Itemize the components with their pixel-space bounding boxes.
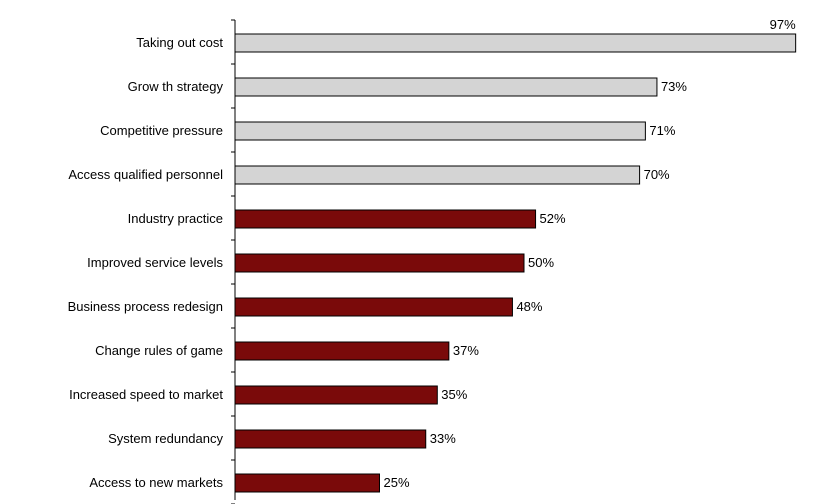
value-label: 35% bbox=[441, 387, 467, 402]
value-label: 50% bbox=[528, 255, 554, 270]
bars-group bbox=[234, 33, 797, 493]
value-label: 33% bbox=[430, 431, 456, 446]
value-label: 37% bbox=[453, 343, 479, 358]
value-label: 71% bbox=[649, 123, 675, 138]
value-label: 73% bbox=[661, 79, 687, 94]
bar bbox=[234, 165, 641, 185]
category-label: Competitive pressure bbox=[100, 123, 223, 138]
value-label: 52% bbox=[540, 211, 566, 226]
category-label: Change rules of game bbox=[95, 343, 223, 358]
category-label: Industry practice bbox=[128, 211, 223, 226]
bar bbox=[234, 121, 646, 141]
bar bbox=[234, 341, 450, 361]
category-label: Taking out cost bbox=[136, 35, 223, 50]
bar bbox=[234, 473, 380, 493]
category-label: Access to new markets bbox=[89, 475, 223, 490]
category-label: Grow th strategy bbox=[128, 79, 224, 94]
category-label: Business process redesign bbox=[68, 299, 223, 314]
bar bbox=[234, 253, 525, 273]
bar bbox=[234, 77, 658, 97]
category-label: System redundancy bbox=[108, 431, 223, 446]
bar bbox=[234, 297, 513, 317]
category-label: Improved service levels bbox=[87, 255, 223, 270]
bar bbox=[234, 385, 438, 405]
category-label: Increased speed to market bbox=[69, 387, 223, 402]
value-label: 25% bbox=[384, 475, 410, 490]
value-label: 97% bbox=[770, 17, 796, 32]
value-label: 70% bbox=[644, 167, 670, 182]
category-label: Access qualified personnel bbox=[68, 167, 223, 182]
bar bbox=[234, 429, 427, 449]
bar bbox=[234, 209, 537, 229]
bar bbox=[234, 33, 797, 53]
value-label: 48% bbox=[516, 299, 542, 314]
